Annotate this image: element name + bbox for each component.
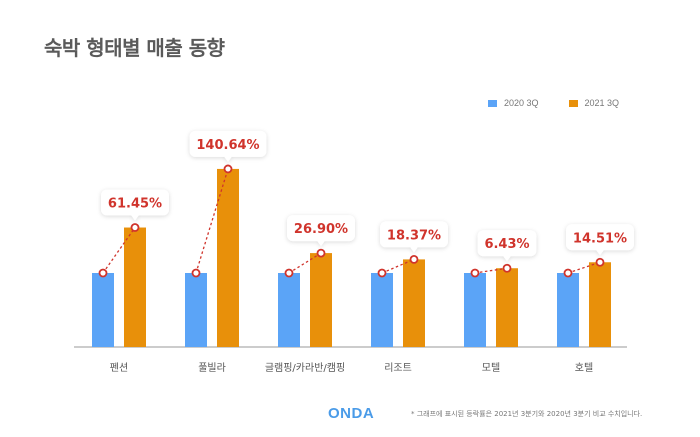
point-2020 [98, 268, 108, 278]
callout-pointer [410, 246, 418, 253]
growth-connector [288, 252, 322, 274]
bar-2021 [217, 168, 239, 347]
growth-label: 140.64% [196, 138, 259, 153]
bar-2021 [124, 227, 146, 347]
bar-2021 [496, 268, 518, 347]
growth-connector [381, 258, 415, 274]
bar-2020 [278, 273, 300, 347]
growth-label: 18.37% [387, 228, 441, 243]
legend: 2020 3Q 2021 3Q [488, 98, 619, 108]
bar-2020 [371, 273, 393, 347]
legend-swatch-2020 [488, 99, 497, 107]
growth-label: 6.43% [484, 237, 529, 252]
bar-2021 [310, 253, 332, 347]
bar-2020 [557, 273, 579, 347]
category-label: 호텔 [575, 362, 593, 374]
callout-box [189, 130, 267, 157]
category-label: 글램핑/카라반/캠핑 [265, 362, 345, 374]
point-2021 [316, 248, 326, 258]
bar-2021 [403, 259, 425, 347]
growth-connector [567, 261, 601, 274]
growth-callout [477, 230, 537, 262]
category-label: 풀빌라 [198, 362, 226, 374]
growth-connector [474, 267, 508, 274]
bar-2020 [92, 273, 114, 347]
point-2020 [377, 268, 387, 278]
callout-pointer [224, 156, 232, 162]
legend-swatch-2021 [568, 99, 578, 107]
callout-box [566, 224, 634, 251]
point-2021 [130, 223, 140, 232]
onda-logo: ONDA [328, 405, 375, 422]
growth-callout [566, 224, 634, 256]
point-2020 [470, 268, 480, 278]
growth-label: 26.90% [294, 222, 348, 237]
legend-label-2020: 2020 3Q [504, 98, 539, 108]
growth-label: 14.51% [573, 231, 627, 246]
callout-pointer [503, 255, 511, 262]
growth-label: 61.45% [108, 197, 162, 212]
growth-callout [101, 189, 169, 221]
callout-box [380, 221, 448, 248]
point-2021 [595, 257, 605, 267]
legend-item-2020: 2020 3Q [488, 98, 539, 108]
growth-callout [287, 215, 355, 247]
callout-pointer [131, 215, 139, 221]
point-2020 [284, 268, 294, 278]
bar-2020 [185, 273, 207, 347]
point-2021 [502, 263, 512, 273]
point-2020 [191, 268, 201, 278]
growth-callout [380, 221, 448, 253]
chart-title: 숙박 형태별 매출 동향 [44, 36, 225, 60]
bar-2020 [464, 273, 486, 347]
callout-box [287, 215, 355, 242]
bar-2021 [589, 262, 611, 347]
legend-item-2021: 2021 3Q [568, 98, 620, 108]
growth-connector [102, 227, 136, 274]
callout-box [477, 230, 537, 257]
category-label: 리조트 [384, 362, 412, 374]
footnote: * 그래프에 표시된 등락률은 2021년 3분기와 2020년 3분기 비교 … [411, 410, 643, 418]
category-label: 모텔 [482, 362, 500, 374]
category-label: 펜션 [110, 362, 128, 374]
point-2021 [223, 164, 233, 174]
growth-callout [189, 130, 267, 162]
legend-label-2021: 2021 3Q [584, 98, 620, 108]
callout-pointer [596, 249, 604, 256]
callout-box [101, 189, 169, 216]
growth-connector [195, 168, 229, 274]
point-2021 [409, 255, 419, 264]
callout-pointer [317, 240, 325, 247]
point-2020 [563, 268, 573, 278]
